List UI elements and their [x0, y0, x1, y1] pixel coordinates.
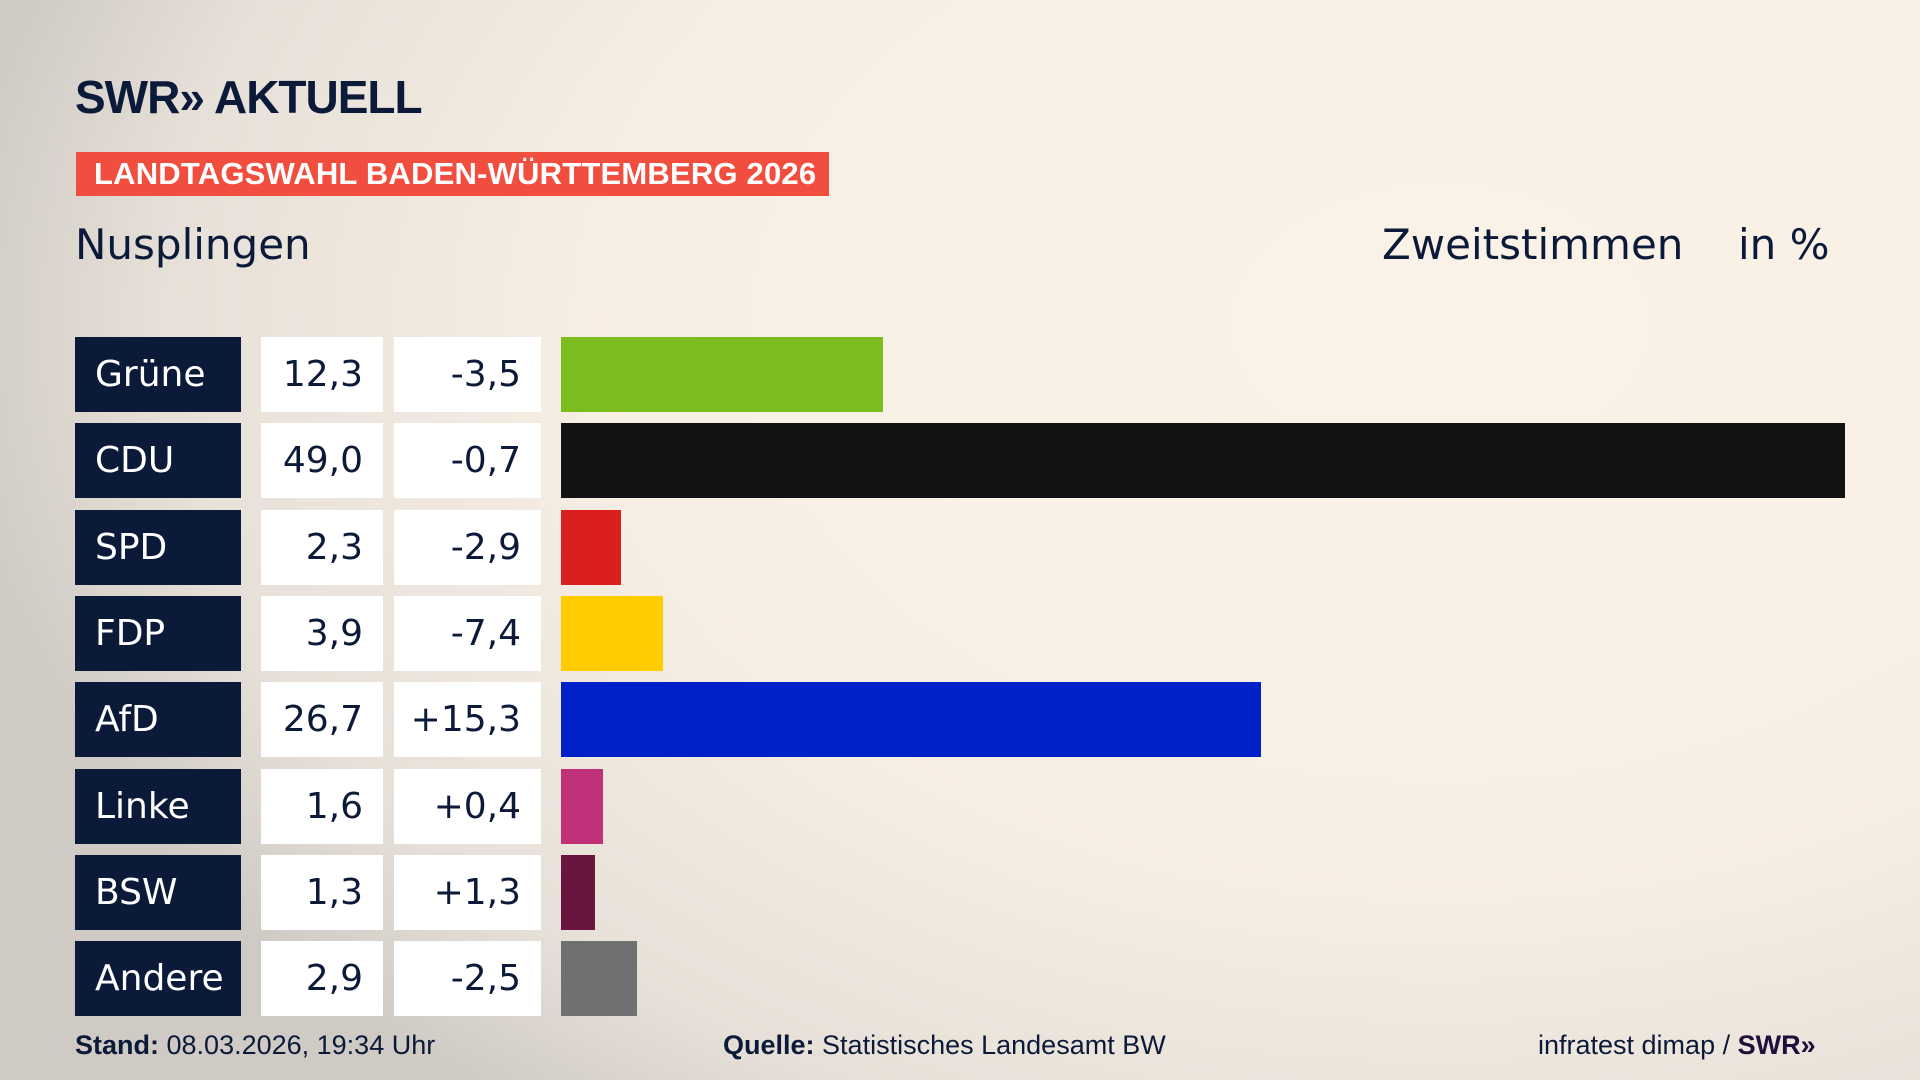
- change-label: -7,4: [394, 595, 541, 671]
- party-label: FDP: [75, 595, 241, 671]
- stand-value: 08.03.2026, 19:34 Uhr: [166, 1030, 436, 1060]
- value-label: 1,6: [261, 768, 383, 844]
- value-label: 12,3: [261, 337, 383, 412]
- party-row: CDU 49,0 -0,7: [75, 423, 1875, 499]
- party-row: SPD 2,3 -2,9: [75, 509, 1875, 585]
- credit: infratest dimap / SWR»: [1538, 1030, 1816, 1061]
- value-label: 26,7: [261, 682, 383, 758]
- party-label: Andere: [75, 941, 241, 1017]
- party-row: Linke 1,6 +0,4: [75, 768, 1875, 844]
- swr-logo: SWR»: [1737, 1030, 1816, 1060]
- election-banner: LANDTAGSWAHL BADEN-WÜRTTEMBERG 2026: [76, 152, 829, 196]
- value-label: 2,9: [261, 941, 383, 1017]
- change-label: +15,3: [394, 682, 541, 758]
- change-label: -2,9: [394, 509, 541, 585]
- bar: [561, 768, 603, 844]
- value-label: 3,9: [261, 595, 383, 671]
- bar: [561, 854, 596, 930]
- change-label: -2,5: [394, 941, 541, 1017]
- bar: [561, 941, 637, 1017]
- party-label: AfD: [75, 682, 241, 758]
- unit-label: in %: [1738, 220, 1830, 269]
- change-label: +0,4: [394, 768, 541, 844]
- change-label: -0,7: [394, 423, 541, 499]
- place-title: Nusplingen: [75, 220, 311, 269]
- bar: [561, 423, 1845, 499]
- stand: Stand: 08.03.2026, 19:34 Uhr: [75, 1030, 435, 1061]
- party-row: BSW 1,3 +1,3: [75, 854, 1875, 930]
- party-label: SPD: [75, 509, 241, 585]
- party-label: BSW: [75, 854, 241, 930]
- bar: [561, 509, 622, 585]
- swr-aktuell-logo: SWR» AKTUELL: [75, 71, 423, 123]
- party-row: Grüne 12,3 -3,5: [75, 337, 1875, 412]
- value-label: 1,3: [261, 854, 383, 930]
- party-label: Linke: [75, 768, 241, 844]
- value-label: 2,3: [261, 509, 383, 585]
- party-row: AfD 26,7 +15,3: [75, 682, 1875, 758]
- party-row: Andere 2,9 -2,5: [75, 941, 1875, 1017]
- party-label: CDU: [75, 423, 241, 499]
- party-label: Grüne: [75, 337, 241, 412]
- credit-text: infratest dimap /: [1538, 1030, 1738, 1060]
- value-label: 49,0: [261, 423, 383, 499]
- bar: [561, 595, 664, 671]
- party-row: FDP 3,9 -7,4: [75, 595, 1875, 671]
- bar: [561, 682, 1261, 758]
- bar: [561, 337, 884, 412]
- source-label: Quelle:: [723, 1030, 815, 1060]
- source-value: Statistisches Landesamt BW: [822, 1030, 1166, 1060]
- source: Quelle: Statistisches Landesamt BW: [723, 1030, 1166, 1061]
- measure-label: Zweitstimmen: [1382, 220, 1684, 269]
- change-label: -3,5: [394, 337, 541, 412]
- change-label: +1,3: [394, 854, 541, 930]
- stand-label: Stand:: [75, 1030, 159, 1060]
